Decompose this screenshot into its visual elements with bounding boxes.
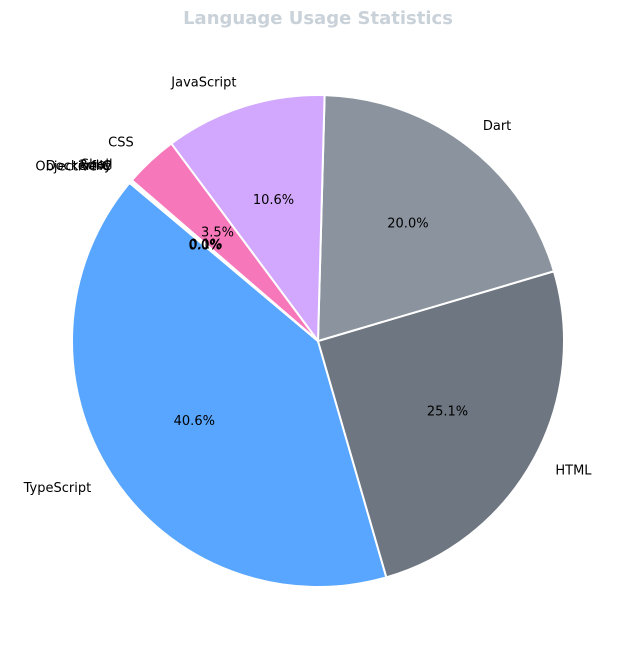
pie-slice-typescript [71, 181, 388, 588]
pie-percent-labels: 40.6%25.1%20.0%10.6%3.5%0.1%0.0%0.0%0.0%… [174, 193, 468, 429]
pie-slice-label: TypeScript [23, 481, 92, 496]
pie-slice-label: CSS [108, 135, 134, 150]
pie-slice-html [317, 270, 565, 579]
pie-percent-label: 25.1% [427, 404, 468, 419]
pie-slice-dart [317, 94, 555, 342]
pie-slice-label: JavaScript [170, 75, 236, 90]
pie-percent-label: 40.6% [174, 414, 215, 429]
pie-slice-javascript [170, 94, 326, 342]
pie-slice-label: C [102, 159, 111, 174]
pie-percent-label: 20.0% [387, 216, 428, 231]
pie-percent-label: 0.0% [189, 238, 222, 253]
pie-slice-label: Dart [483, 119, 511, 134]
pie-percent-label: 0.0% [188, 239, 221, 254]
pie-slice-label: Dockerfile [46, 159, 111, 174]
pie-percent-label: 10.6% [253, 193, 294, 208]
pie-slice-label: Shell [81, 157, 113, 172]
pie-slices [71, 94, 565, 588]
pie-percent-label: 3.5% [201, 225, 234, 240]
chart-title: Language Usage Statistics [183, 8, 453, 29]
pie-percent-label: 0.0% [189, 238, 222, 253]
pie-slice-label: HTML [555, 463, 592, 478]
pie-slice-label: Ruby [79, 158, 112, 173]
pie-slice-objective-c [128, 181, 319, 342]
pie-percent-label: 0.0% [189, 238, 222, 253]
pie-slice-labels: TypeScript HTML Dart JavaScript CSS ShellRuby… [23, 75, 593, 496]
pie-percent-label: 0.1% [189, 237, 222, 252]
pie-slice-label: Objective-C [35, 159, 110, 174]
